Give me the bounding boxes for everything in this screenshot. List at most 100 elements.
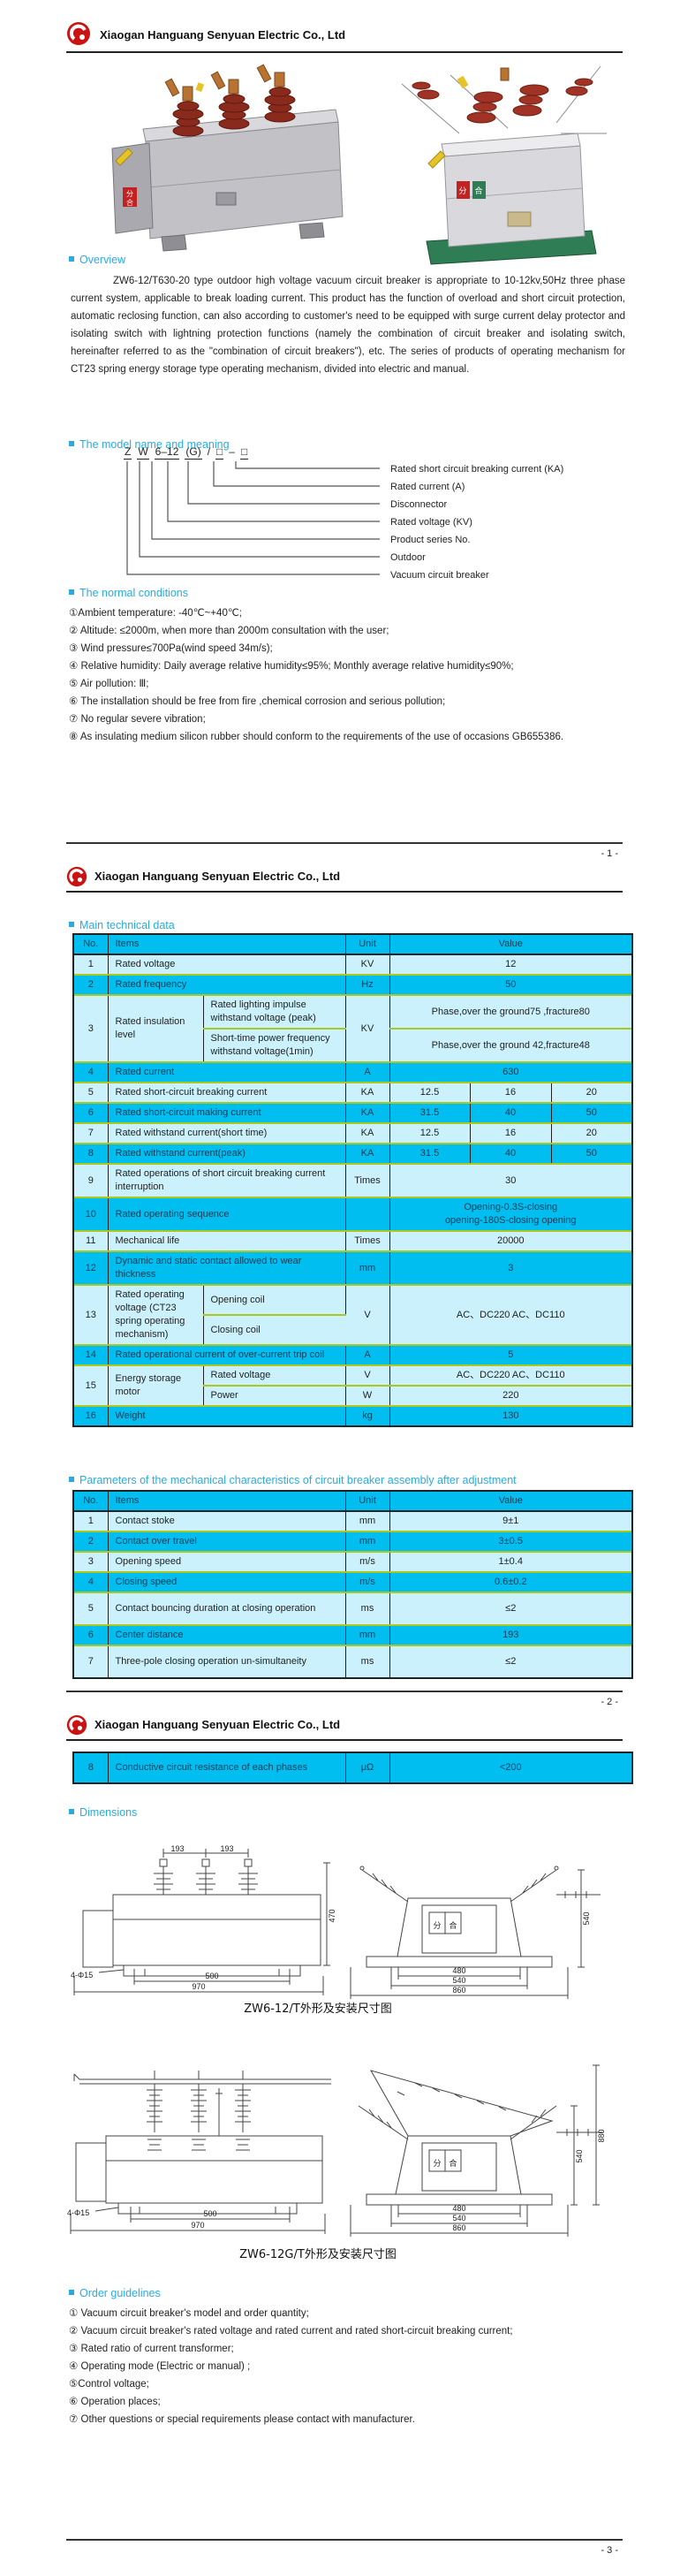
cell: 3 <box>389 1251 632 1286</box>
dim-label: 860 <box>452 2223 465 2232</box>
cell: Opening speed <box>108 1552 346 1573</box>
section-heading-overview: Overview <box>69 254 125 266</box>
cell: Energy storage motor <box>108 1365 204 1407</box>
table-row: 7 Three-pole closing operation un-simulta… <box>74 1645 631 1677</box>
section-heading-mechanical-parameters: Parameters of the mechanical characteris… <box>69 1474 517 1486</box>
model-label: Vacuum circuit breaker <box>390 570 489 581</box>
cell: V <box>345 1285 390 1346</box>
cell: Rated withstand current(peak) <box>108 1144 346 1165</box>
cell: Power <box>203 1386 346 1407</box>
cell: kg <box>345 1406 390 1425</box>
cell: Unit <box>345 935 390 955</box>
cell: 220 <box>389 1386 632 1407</box>
table-row: Short-time power frequency withstand vol… <box>74 1029 632 1063</box>
table: 8 Conductive circuit resistance of each … <box>74 1753 631 1782</box>
dim-label: 4-Φ15 <box>71 1971 93 1979</box>
section-heading-main-technical-data: Main technical data <box>69 919 175 931</box>
cell: Contact stoke <box>108 1511 346 1532</box>
cell: 7 <box>74 1645 109 1677</box>
page-header: Xiaogan Hanguang Senyuan Electric Co., L… <box>66 1713 623 1741</box>
cell: Items <box>108 1492 346 1512</box>
table-row: 15 Energy storage motor Rated voltage V … <box>74 1365 632 1407</box>
list-item: ⑤ Air pollution: Ⅲ; <box>69 679 149 689</box>
cell: 30 <box>389 1164 632 1198</box>
cell: 4 <box>74 1062 109 1083</box>
switch-close-label: 合 <box>449 1920 457 1930</box>
cell: Phase,over the ground75 ,fracture80 <box>389 995 632 1030</box>
table-row: Closing coil <box>74 1315 631 1346</box>
cell: ≤2 <box>389 1645 631 1677</box>
cell: Center distance <box>108 1625 346 1646</box>
company-name: Xiaogan Hanguang Senyuan Electric Co., L… <box>94 870 341 883</box>
table-row: 4 Rated current A 630 <box>74 1062 632 1083</box>
dimension-drawing-zw6-12gt: 4-Φ15 500 970 480 540 860 540 880 分 合 <box>67 2064 606 2237</box>
dim-label: 193 <box>220 1844 233 1853</box>
model-code-segment: – <box>229 445 235 458</box>
model-code: Z W 6–12 (G) / □ – □ <box>124 445 253 460</box>
cell: 13 <box>74 1285 109 1346</box>
cell: 16 <box>470 1123 552 1144</box>
table-row: 4 Closing speed m/s 0.6±0.2 <box>74 1572 631 1593</box>
cell: KV <box>345 954 390 976</box>
order-guidelines-list: ① Vacuum circuit breaker's model and ord… <box>69 2305 625 2428</box>
cell: 8 <box>74 1144 109 1165</box>
company-logo-icon <box>67 22 90 45</box>
cell: Rated operations of short circuit breaki… <box>108 1164 346 1198</box>
heading-label: Order guidelines <box>79 2287 161 2299</box>
page-footer-rule <box>66 1691 623 1692</box>
cell: 15 <box>74 1365 109 1407</box>
svg-text:合: 合 <box>474 186 482 196</box>
model-label: Product series No. <box>390 535 470 545</box>
overview-paragraph: ZW6-12/T630-20 type outdoor high voltage… <box>71 276 625 375</box>
table-row: 9 Rated operations of short circuit break… <box>74 1164 632 1198</box>
table-row: 1 Rated voltage KV 12 <box>74 954 632 976</box>
table-row: 3 Opening speed m/s 1±0.4 <box>74 1552 631 1573</box>
cell: 1 <box>74 954 109 976</box>
table: No. Items Unit Value 1 Rated voltage KV 12 … <box>74 935 632 1425</box>
cell: Hz <box>345 975 390 996</box>
cell: Contact over travel <box>108 1531 346 1553</box>
cell: mm <box>345 1251 390 1286</box>
page-header: Xiaogan Hanguang Senyuan Electric Co., L… <box>66 19 623 53</box>
cell: 40 <box>470 1103 552 1124</box>
cell: 9±1 <box>389 1511 631 1532</box>
cell <box>345 1197 390 1232</box>
list-item: ⑤Control voltage; <box>69 2379 149 2390</box>
cell: mm <box>345 1511 390 1532</box>
dim-label: 540 <box>452 1976 465 1985</box>
cell: 14 <box>74 1345 109 1366</box>
cell: Opening coil <box>203 1285 346 1316</box>
cell: 11 <box>74 1231 109 1252</box>
cell: AC、DC220 AC、DC110 <box>389 1365 632 1387</box>
cell: A <box>345 1062 390 1083</box>
bullet-square-icon <box>69 922 74 927</box>
company-name: Xiaogan Hanguang Senyuan Electric Co., L… <box>94 1718 341 1731</box>
cell: μΩ <box>345 1753 390 1782</box>
switch-open-label: 分 <box>433 1921 441 1930</box>
cell: mm <box>345 1531 390 1553</box>
table-row: 7 Rated withstand current(short time) KA 12… <box>74 1123 632 1144</box>
cell: KV <box>345 995 390 1063</box>
company-logo-icon <box>66 866 87 887</box>
cell: 12 <box>389 954 632 976</box>
cell: 50 <box>389 975 632 996</box>
table-header-row: No. Items Unit Value <box>74 935 632 955</box>
model-meaning-diagram: Rated short circuit breaking current (KA… <box>126 461 563 581</box>
list-item: ①Ambient temperature: -40℃~+40℃; <box>69 608 242 619</box>
cell: Rated operating voltage (CT23 spring ope… <box>108 1285 204 1346</box>
cell: No. <box>74 1492 109 1512</box>
cell: Mechanical life <box>108 1231 346 1252</box>
cell: 40 <box>470 1144 552 1165</box>
cell: Rated current <box>108 1062 346 1083</box>
dim-label: 4-Φ15 <box>67 2208 89 2217</box>
cell: 3 <box>74 995 109 1063</box>
cell: Short-time power frequency withstand vol… <box>203 1029 346 1063</box>
cell: 20 <box>551 1123 632 1144</box>
cell: Value <box>389 1492 631 1512</box>
list-item: ③ Rated ratio of current transformer; <box>69 2344 234 2354</box>
cell: V <box>345 1365 390 1387</box>
cell: Phase,over the ground 42,fracture48 <box>389 1029 632 1063</box>
list-item: ⑥ Operation places; <box>69 2397 161 2407</box>
normal-conditions-list: ①Ambient temperature: -40℃~+40℃; ② Altit… <box>69 604 625 746</box>
cell: 9 <box>74 1164 109 1198</box>
